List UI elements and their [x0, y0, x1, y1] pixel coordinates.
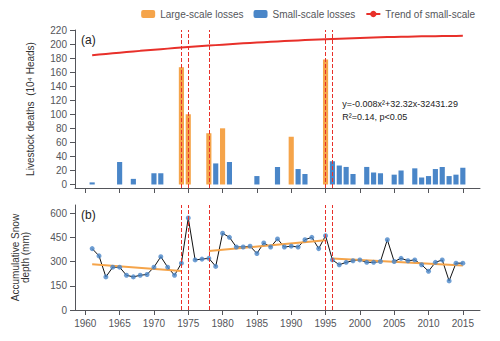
svg-text:Livestock deaths (10⁴ Heads): Livestock deaths (10⁴ Heads): [25, 42, 36, 176]
svg-text:2015: 2015: [452, 318, 475, 329]
svg-text:Small-scale losses: Small-scale losses: [273, 9, 356, 20]
svg-text:300: 300: [50, 256, 67, 267]
svg-text:40: 40: [56, 151, 68, 162]
svg-text:1975: 1975: [177, 318, 200, 329]
svg-text:R²=0.14, p<0.05: R²=0.14, p<0.05: [342, 112, 407, 122]
svg-text:2005: 2005: [383, 318, 406, 329]
svg-text:100: 100: [50, 109, 67, 120]
svg-text:(a): (a): [81, 33, 96, 47]
svg-text:200: 200: [50, 39, 67, 50]
svg-text:0: 0: [61, 179, 67, 190]
svg-text:1965: 1965: [108, 318, 131, 329]
svg-text:180: 180: [50, 53, 67, 64]
svg-text:1970: 1970: [143, 318, 166, 329]
svg-text:1960: 1960: [74, 318, 97, 329]
svg-text:160: 160: [50, 67, 67, 78]
svg-text:1990: 1990: [280, 318, 303, 329]
svg-text:depth (mm): depth (mm): [20, 232, 31, 283]
svg-text:Accumulative Snow: Accumulative Snow: [9, 213, 21, 302]
svg-text:150: 150: [50, 280, 67, 291]
svg-text:Trend of small-scale: Trend of small-scale: [385, 9, 475, 20]
svg-text:600: 600: [50, 208, 67, 219]
svg-text:0: 0: [61, 305, 67, 316]
svg-text:2000: 2000: [349, 318, 372, 329]
svg-text:450: 450: [50, 232, 67, 243]
svg-text:120: 120: [50, 95, 67, 106]
svg-text:20: 20: [56, 165, 68, 176]
svg-text:y=-0.008x²+32.32x-32431.29: y=-0.008x²+32.32x-32431.29: [342, 99, 458, 109]
svg-text:140: 140: [50, 81, 67, 92]
svg-text:(b): (b): [81, 208, 96, 222]
svg-text:1980: 1980: [211, 318, 234, 329]
svg-text:1985: 1985: [246, 318, 269, 329]
svg-text:1995: 1995: [314, 318, 337, 329]
svg-text:Large-scale losses: Large-scale losses: [160, 9, 243, 20]
svg-text:2010: 2010: [417, 318, 440, 329]
svg-text:220: 220: [50, 25, 67, 36]
svg-text:60: 60: [56, 137, 68, 148]
svg-text:80: 80: [56, 123, 68, 134]
